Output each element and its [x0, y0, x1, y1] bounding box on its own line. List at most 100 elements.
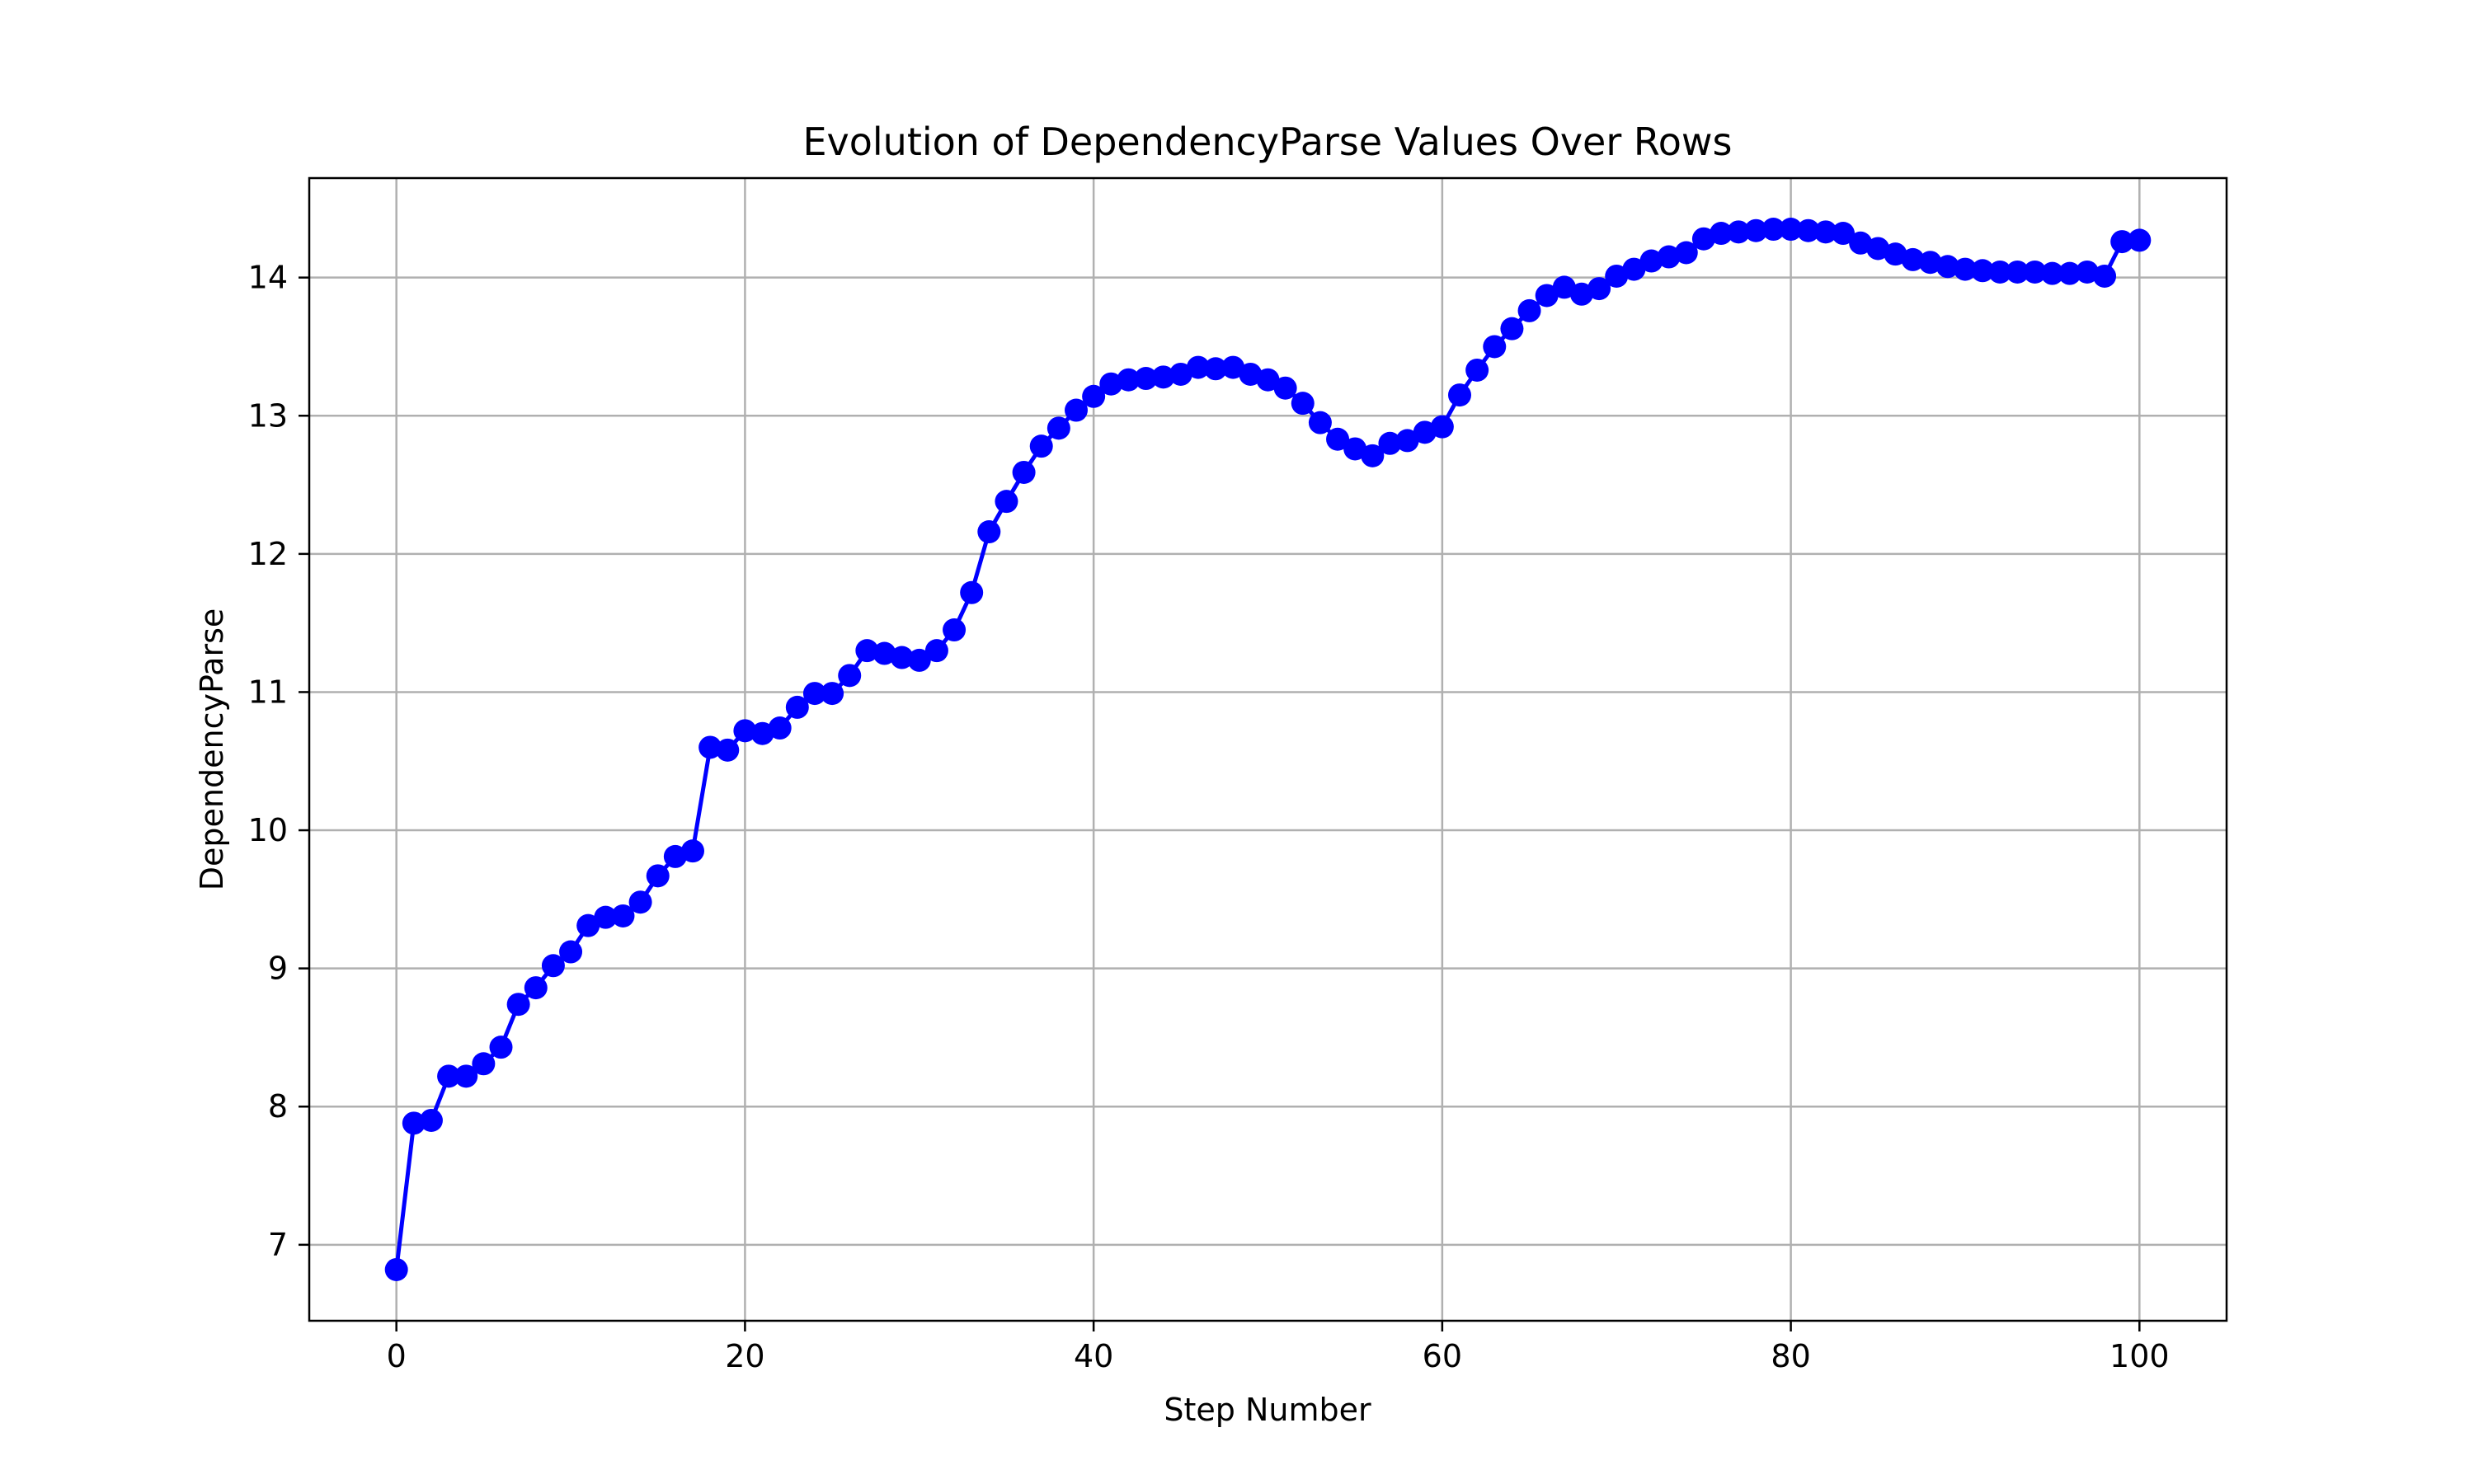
data-point: [646, 864, 670, 888]
data-point: [838, 664, 862, 688]
grid-lines: [309, 178, 2227, 1321]
data-point: [750, 721, 774, 745]
data-point: [611, 904, 635, 928]
data-point: [1256, 368, 1280, 392]
data-point: [1953, 257, 1977, 281]
data-point: [1082, 384, 1106, 408]
data-point: [1744, 218, 1768, 242]
data-point: [907, 648, 931, 672]
data-point: [1117, 368, 1141, 392]
data-point: [1448, 383, 1471, 407]
x-tick-label: 40: [1074, 1338, 1113, 1374]
data-point: [1657, 245, 1681, 269]
data-point: [924, 639, 948, 663]
data-point: [1029, 434, 1053, 458]
y-tick-label: 12: [248, 536, 288, 572]
data-point: [472, 1052, 496, 1076]
data-point: [1988, 260, 2012, 284]
plot-frame: [308, 176, 2228, 1322]
data-point: [1866, 237, 1890, 261]
data-point: [2128, 228, 2152, 252]
x-tick-label: 60: [1423, 1338, 1462, 1374]
data-point: [541, 954, 565, 978]
data-point: [402, 1111, 426, 1135]
data-point: [1186, 355, 1210, 379]
data-point: [716, 738, 740, 762]
data-point: [1884, 242, 1907, 266]
data-point: [454, 1064, 478, 1088]
data-point: [1761, 218, 1785, 242]
data-point: [1552, 275, 1576, 299]
data-point: [559, 940, 583, 964]
data-point: [1151, 365, 1175, 389]
data-point: [1796, 218, 1820, 242]
data-point: [1169, 362, 1192, 386]
data-point: [1413, 420, 1437, 444]
data-point: [1727, 220, 1751, 244]
y-tick-label: 13: [248, 397, 288, 434]
data-point: [1378, 431, 1402, 455]
data-point: [872, 641, 896, 665]
data-point: [1465, 358, 1489, 382]
data-point: [2023, 260, 2047, 284]
chart-title: Evolution of DependencyParse Values Over…: [802, 120, 1732, 164]
data-point: [2110, 230, 2134, 254]
data-point: [1639, 249, 1663, 273]
data-point: [1901, 247, 1925, 271]
data-point: [1012, 460, 1036, 484]
data-point: [1395, 429, 1419, 453]
data-point: [698, 735, 722, 759]
x-tick-label: 20: [725, 1338, 764, 1374]
data-point: [890, 646, 914, 669]
data-point: [785, 695, 809, 719]
data-point: [2058, 261, 2081, 285]
data-point: [384, 1257, 408, 1281]
data-point: [768, 716, 792, 740]
data-point: [1308, 411, 1332, 434]
data-point: [1343, 437, 1367, 461]
data-point: [437, 1064, 461, 1088]
data-point: [681, 839, 704, 863]
data-point: [1047, 416, 1070, 440]
data-point: [1674, 241, 1698, 265]
data-point: [1691, 227, 1715, 251]
data-point: [663, 844, 687, 868]
y-tick-label: 9: [268, 951, 288, 987]
x-tick-label: 100: [2109, 1338, 2170, 1374]
y-tick-label: 11: [248, 674, 288, 710]
data-point: [733, 719, 757, 743]
data-point: [524, 976, 548, 1000]
data-point: [1849, 231, 1873, 255]
data-point: [855, 639, 879, 663]
data-point: [1291, 392, 1315, 416]
data-point: [1587, 277, 1611, 301]
data-point: [1569, 282, 1593, 306]
data-point: [506, 993, 530, 1017]
data-point: [995, 490, 1018, 514]
y-tick-label: 8: [268, 1088, 288, 1125]
data-point: [1918, 251, 1942, 275]
data-point: [1710, 222, 1733, 246]
data-point: [1326, 427, 1350, 451]
data-point: [2006, 260, 2030, 284]
data-point: [1221, 355, 1245, 379]
data-point: [1500, 317, 1524, 340]
data-point: [628, 890, 652, 914]
y-tick-label: 7: [268, 1227, 288, 1263]
data-point: [2075, 260, 2099, 284]
data-point: [943, 618, 967, 642]
data-point: [1273, 376, 1297, 400]
data-point: [960, 580, 984, 604]
data-point: [576, 913, 600, 937]
data-point: [1605, 264, 1629, 288]
data-point: [2093, 264, 2117, 288]
series-layer: [384, 218, 2152, 1281]
data-point: [821, 682, 844, 706]
x-tick-label: 0: [387, 1338, 407, 1374]
data-point: [1239, 362, 1263, 386]
x-axis-label: Step Number: [1164, 1392, 1371, 1428]
data-point: [802, 682, 826, 706]
data-point: [594, 905, 618, 929]
data-point: [1935, 255, 1959, 279]
